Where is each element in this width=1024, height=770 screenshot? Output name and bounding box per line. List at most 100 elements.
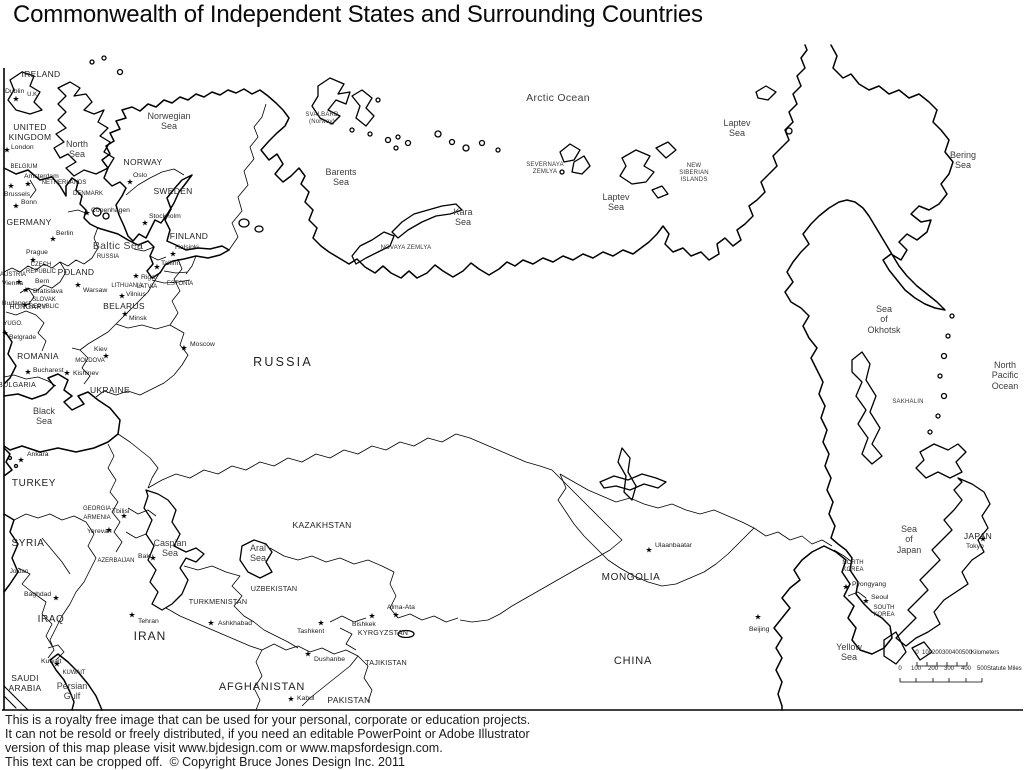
label-black-sea: Black Sea	[32, 406, 56, 427]
city-star-bishkek: ★	[368, 611, 376, 621]
city-star-budapest: ★	[21, 300, 29, 310]
city-star-belgrade: ★	[1, 328, 9, 338]
lake-ladoga	[238, 218, 250, 228]
label-arctic-ocean: Arctic Ocean	[526, 92, 590, 104]
city-star-riga: ★	[132, 271, 140, 281]
city-label-amsterdam: Amsterdam	[24, 173, 59, 180]
label-kyrgyzstan: KYRGYZSTAN	[357, 628, 409, 637]
city-label-baghdad: Baghdad	[24, 591, 52, 598]
footer-line-1: This is a royalty free image that can be…	[5, 713, 531, 727]
scale-tick-0-200: 200	[931, 650, 943, 656]
label-norway: NORWAY	[123, 157, 163, 167]
label-syria: SYRIA	[11, 538, 45, 549]
label-slovak-republic: SLOVAK REPUBLIC	[28, 297, 60, 310]
lake-onega	[254, 225, 264, 233]
city-label-tokyo: Tokyo	[966, 543, 984, 550]
label-caspian-sea: Caspian Sea	[153, 538, 187, 559]
city-star-bonn: ★	[12, 201, 20, 211]
city-star-baku: ★	[149, 553, 157, 563]
inland-waters	[143, 218, 667, 639]
city-star-london: ★	[3, 145, 11, 155]
city-label-ankara: Ankara	[27, 451, 49, 458]
city-star-tokyo: ★	[979, 534, 987, 544]
label-china: CHINA	[613, 655, 653, 667]
shikoku-island	[911, 641, 933, 661]
label-finland: FINLAND	[169, 231, 209, 241]
lake-issyk-kul	[397, 629, 415, 639]
city-label-ulaanbaatar: Ulaanbaatar	[655, 542, 693, 549]
city-star-berlin: ★	[49, 234, 57, 244]
city-star-oslo: ★	[126, 177, 134, 187]
label-laptev-sea: Laptev Sea	[602, 192, 630, 213]
city-label-tallinn: Tallinn	[161, 260, 181, 267]
label-novaya-zemlya: NOVAYA ZEMLYA	[380, 245, 432, 251]
label-kazakhstan: KAZAKHSTAN	[292, 520, 352, 530]
city-star-minsk: ★	[121, 309, 129, 319]
city-star-warsaw: ★	[74, 280, 82, 290]
label-kara-sea: Kara Sea	[453, 207, 473, 228]
city-label-kabul: Kabul	[297, 695, 315, 702]
city-star-pyongyang: ★	[842, 582, 850, 592]
city-label-alma-ata: Alma-Ata	[387, 604, 415, 611]
denmark-islands	[92, 207, 102, 217]
great-britain-island	[53, 81, 115, 177]
label-iran: IRAN	[133, 629, 167, 643]
city-star-brussels: ★	[7, 181, 15, 191]
city-star-kuwait: ★	[53, 659, 61, 669]
city-star-kabul: ★	[287, 694, 295, 704]
city-label-tehran: Tehran	[138, 618, 159, 625]
label-sweden: SWEDEN	[153, 186, 193, 196]
sakhalin-island	[851, 351, 883, 465]
label-severnaya-zemlya: SEVERNAYA ZEMLYA	[526, 162, 564, 175]
city-label-bratislava: Bratislava	[33, 288, 63, 295]
city-label-vienna: Vienna	[2, 280, 24, 287]
scale-tick-1-0: 0	[898, 666, 902, 672]
label-south-korea: SOUTH KOREA	[873, 605, 895, 618]
label-sakhalin: SAKHALIN	[892, 399, 924, 405]
svalbard-islands	[311, 77, 351, 125]
label-germany: GERMANY	[6, 217, 52, 227]
city-label-dushanbe: Dushanbe	[314, 656, 345, 663]
new-siberian-islands	[619, 149, 655, 185]
label-mongolia: MONGOLIA	[601, 572, 661, 583]
label-uzbekistan: UZBEKISTAN	[250, 584, 298, 593]
city-star-copenhagen: ★	[83, 208, 91, 218]
city-label-beijing: Beijing	[749, 626, 770, 633]
label-moldova: MOLDOVA	[75, 358, 105, 364]
label-yellow-sea: Yellow Sea	[836, 642, 862, 663]
city-star-prague: ★	[29, 255, 37, 265]
city-label-stockholm: Stockholm	[149, 213, 181, 220]
label-lithuania: LITHUANIA	[111, 283, 143, 289]
city-label-tashkent: Tashkent	[297, 628, 325, 635]
city-label-brussels: Brussels	[4, 191, 31, 198]
city-star-vienna: ★	[15, 277, 23, 287]
caspian-sea-shape	[143, 489, 205, 611]
label-persian-gulf: Persian Gulf	[56, 681, 88, 702]
label-russia: RUSSIA	[96, 254, 120, 260]
label-belgium: BELGIUM	[10, 164, 38, 170]
novaya-zemlya-north	[391, 203, 463, 239]
city-label-bishkek: Bishkek	[352, 621, 376, 628]
city-label-belgrade: Belgrade	[9, 334, 37, 341]
city-label-ashkhabad: Ashkhabad	[218, 620, 253, 627]
city-label-warsaw: Warsaw	[83, 287, 108, 294]
label-yugo: YUGO.	[3, 321, 23, 327]
scale-tick-1-400: 400	[960, 666, 972, 672]
city-star-kishinev: ★	[63, 368, 71, 378]
label-united-kingdom: UNITED KINGDOM	[8, 122, 52, 142]
map-frame	[2, 68, 1023, 711]
city-star-beijing: ★	[754, 612, 762, 622]
city-label-london: London	[11, 144, 34, 151]
label-latvia: LATVIA	[136, 284, 158, 290]
city-star-yerevan: ★	[105, 525, 113, 535]
city-label-prague: Prague	[26, 249, 48, 256]
city-label-berlin: Berlin	[56, 230, 74, 237]
label-georgia: GEORGIA	[82, 506, 112, 512]
label-turkmenistan: TURKMENISTAN	[188, 597, 248, 606]
label-norwegian-sea: Norwegian Sea	[147, 111, 191, 132]
city-label-tbilisi: Tbilisi	[112, 508, 130, 515]
city-label-pyongyang: Pyongyang	[852, 581, 887, 588]
label-north-sea: North Sea	[65, 139, 89, 160]
wrangel-island	[755, 85, 777, 101]
